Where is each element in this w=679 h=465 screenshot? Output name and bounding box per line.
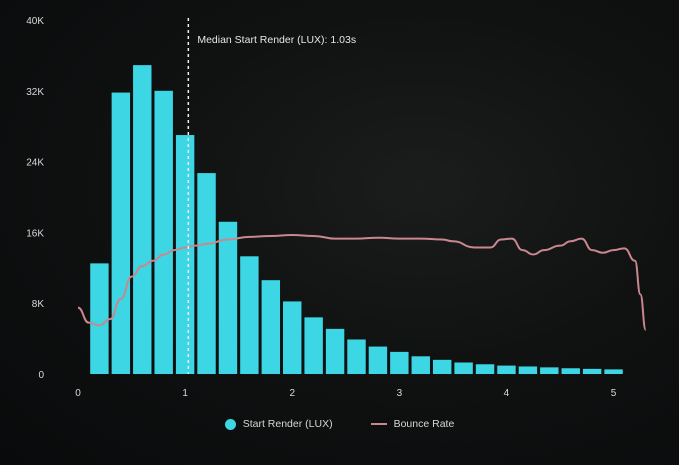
histogram-bar[interactable] <box>454 362 473 374</box>
legend-item-start-render[interactable]: Start Render (LUX) <box>224 418 333 430</box>
histogram-bar[interactable] <box>197 173 216 374</box>
bars <box>90 65 623 375</box>
histogram-bar[interactable] <box>497 365 516 374</box>
y-tick-label: 8K <box>32 299 45 310</box>
histogram-bar[interactable] <box>582 368 602 374</box>
x-tick-label: 1 <box>182 388 188 399</box>
x-tick-label: 3 <box>397 388 403 399</box>
legend-item-bounce-rate[interactable]: Bounce Rate <box>370 418 455 430</box>
legend: Start Render (LUX) Bounce Rate <box>0 418 679 430</box>
y-tick-label: 32K <box>26 87 44 98</box>
y-tick-label: 24K <box>26 158 44 169</box>
histogram-bar[interactable] <box>604 369 623 374</box>
histogram-bar[interactable] <box>111 92 131 374</box>
legend-label-start-render: Start Render (LUX) <box>242 418 333 430</box>
median-annotation: Median Start Render (LUX): 1.03s <box>187 18 356 374</box>
histogram-bar[interactable] <box>561 368 580 374</box>
histogram-bar[interactable] <box>390 351 409 374</box>
bounce-rate-line[interactable] <box>77 234 647 331</box>
y-tick-label: 40K <box>26 16 44 27</box>
histogram-bar[interactable] <box>218 221 238 374</box>
histogram-bar[interactable] <box>347 339 366 374</box>
histogram-bar[interactable] <box>283 301 302 374</box>
y-tick-label: 0 <box>38 370 44 381</box>
histogram-bar[interactable] <box>154 90 173 375</box>
histogram-bar[interactable] <box>540 367 559 374</box>
legend-dot-icon <box>224 418 236 430</box>
histogram-bar[interactable] <box>368 346 388 374</box>
histogram-bar[interactable] <box>518 366 538 374</box>
x-tick-label: 4 <box>504 388 510 399</box>
histogram-bar[interactable] <box>240 256 259 374</box>
x-tick-label: 0 <box>75 388 81 399</box>
legend-line-icon <box>370 423 387 425</box>
lines <box>77 234 647 331</box>
histogram-bar[interactable] <box>411 356 430 374</box>
histogram-bar[interactable] <box>133 65 152 374</box>
y-tick-label: 16K <box>26 228 44 239</box>
x-tick-label: 5 <box>611 388 617 399</box>
histogram-bar[interactable] <box>325 328 345 374</box>
histogram-bar[interactable] <box>304 317 323 374</box>
x-tick-label: 2 <box>289 388 295 399</box>
histogram-bar[interactable] <box>475 364 495 374</box>
median-annotation-label: Median Start Render (LUX): 1.03s <box>197 34 356 46</box>
histogram-bar[interactable] <box>90 263 109 374</box>
histogram-bar[interactable] <box>175 135 195 374</box>
y-axis: 0 8K 16K 24K 32K 40K <box>26 16 44 381</box>
x-axis: 0 1 2 3 4 5 <box>75 388 617 399</box>
legend-label-bounce-rate: Bounce Rate <box>393 418 455 430</box>
histogram-bar[interactable] <box>432 359 452 374</box>
histogram-bar[interactable] <box>261 280 281 374</box>
